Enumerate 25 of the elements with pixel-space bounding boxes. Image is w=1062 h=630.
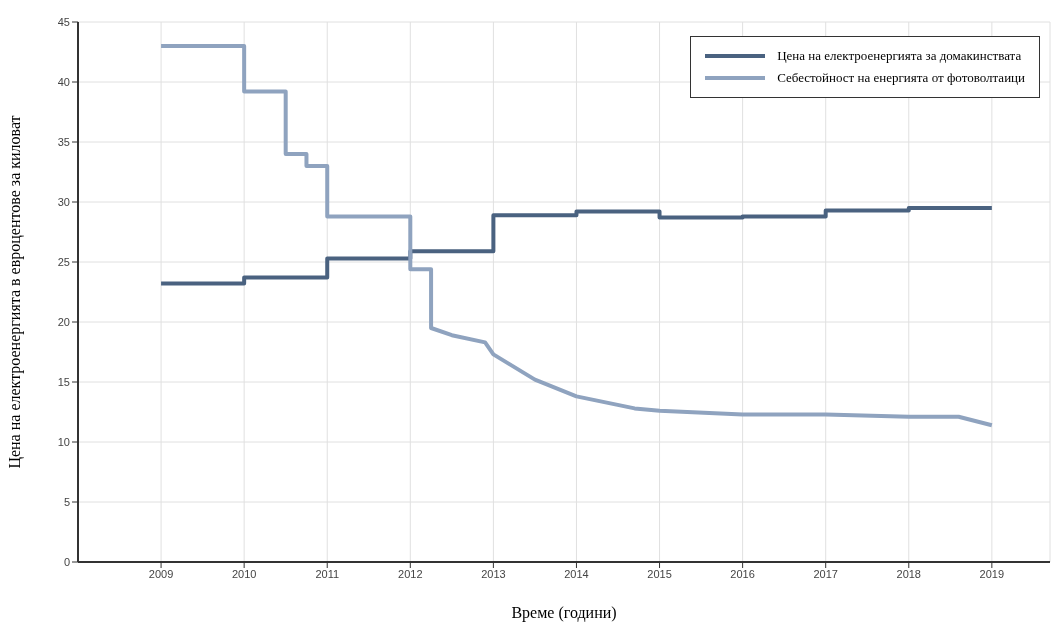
x-tick-label: 2019 [979, 567, 1005, 580]
y-tick-label: 20 [57, 315, 70, 328]
y-tick-label: 15 [57, 375, 70, 388]
x-axis-title: Време (години) [511, 604, 617, 622]
x-tick-label: 2015 [647, 567, 672, 580]
y-tick-label: 35 [57, 135, 70, 148]
x-tick-label: 2016 [730, 567, 755, 580]
legend-label: Цена на електроенергията за домакинствата [777, 48, 1022, 64]
legend-label: Себестойност на енергията от фотоволтаици [777, 70, 1025, 86]
x-tick-label: 2018 [896, 567, 922, 580]
x-tick-label: 2009 [148, 567, 174, 580]
x-tick-label: 2011 [315, 567, 340, 580]
y-tick-label: 30 [57, 195, 70, 208]
y-axis-title: Цена на електроенергията в евроцентове за киловат [5, 115, 24, 469]
y-tick-label: 5 [63, 495, 70, 508]
x-tick-label: 2013 [481, 567, 506, 580]
y-tick-label: 0 [63, 555, 70, 568]
y-tick-label: 40 [57, 75, 70, 88]
x-tick-label: 2010 [231, 567, 257, 580]
x-tick-label: 2017 [813, 567, 838, 580]
y-tick-label: 10 [57, 435, 70, 448]
x-tick-label: 2014 [564, 567, 589, 580]
y-tick-label: 25 [57, 255, 70, 268]
y-tick-label: 45 [57, 15, 70, 28]
x-tick-label: 2012 [398, 567, 423, 580]
